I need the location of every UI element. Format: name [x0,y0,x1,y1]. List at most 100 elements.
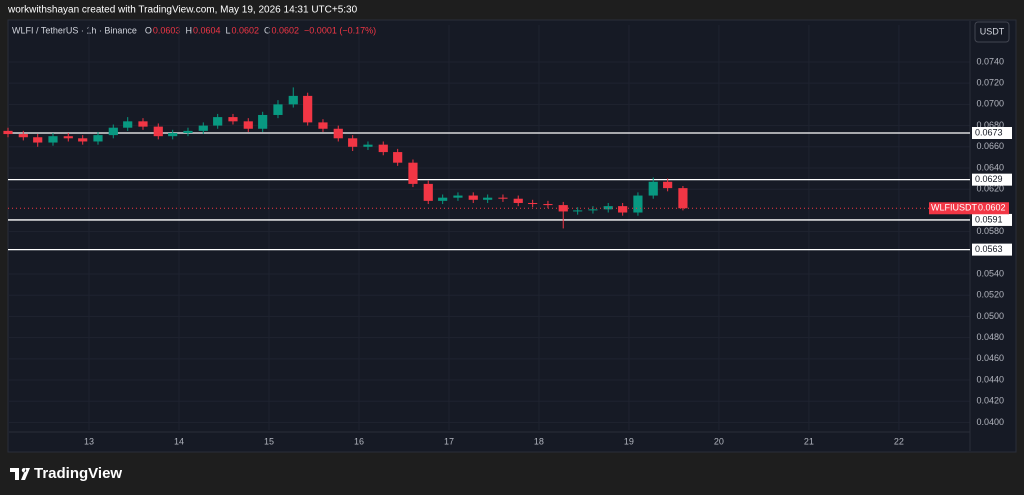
legend-change: −0.0001 (−0.17%) [304,25,376,35]
legend-value: 0.0604 [193,25,221,35]
candle-body [423,183,433,201]
level-label-box [972,243,1012,256]
logo: TradingView [10,465,122,482]
candle-body [108,127,118,136]
candle-body [258,114,268,129]
level-label-box [972,213,1012,226]
candle-body [498,197,508,199]
candle-body [243,121,253,129]
legend-key: O [145,25,152,35]
legend-value: 0.0602 [231,25,259,35]
currency-button[interactable] [974,21,1010,43]
y-tick-label: 0.0520 [976,290,1004,300]
legend-value: 0.0603 [153,25,181,35]
candle-body [348,138,358,147]
last-price-symbol: WLFIUSDT [931,203,978,213]
x-tick-label: 19 [624,436,634,446]
candle-body [438,197,448,201]
candle-body [468,195,478,200]
x-tick-label: 13 [84,436,94,446]
level-label-box [972,126,1012,139]
candle-body [198,125,208,131]
candle-body [123,121,133,128]
y-tick-label: 0.0480 [976,332,1004,342]
candle-body [318,122,328,129]
candle-body [573,210,583,212]
candle-body [228,117,238,122]
candle-body [588,209,598,211]
candle-body [63,136,73,139]
candle-body [168,132,178,137]
y-tick-label: 0.0660 [976,141,1004,151]
y-tick-label: 0.0640 [976,162,1004,172]
candle-body [648,181,658,196]
candle-body [633,195,643,213]
candle-body [663,181,673,189]
symbol: WLFI / TetherUS · 1h · Binance [12,25,137,35]
candle-body [288,95,298,105]
level-label: 0.0673 [975,127,1003,137]
candle-body [78,138,88,142]
legend-key: L [225,25,230,35]
last-price-value: 0.0602 [978,203,1006,213]
x-tick-label: 17 [444,436,454,446]
level-label: 0.0591 [975,214,1003,224]
x-tick-label: 15 [264,436,274,446]
candle-body [363,144,373,147]
candle-body [618,206,628,213]
y-tick-label: 0.0500 [976,311,1004,321]
candle-body [18,134,28,138]
candle-body [3,130,13,135]
candle-body [333,128,343,139]
y-tick-label: 0.0460 [976,353,1004,363]
level-label: 0.0563 [975,244,1003,254]
y-tick-label: 0.0720 [976,78,1004,88]
candle-body [543,204,553,206]
legend-value: 0.0602 [272,25,300,35]
y-tick-label: 0.0580 [976,226,1004,236]
y-tick-label: 0.0420 [976,396,1004,406]
x-tick-label: 22 [894,436,904,446]
y-tick-label: 0.0400 [976,417,1004,427]
currency-label[interactable]: USDT [980,26,1005,36]
candle-body [93,135,103,142]
candle-body [303,95,313,123]
x-tick-label: 14 [174,436,184,446]
candle-body [183,130,193,133]
candle-body [153,126,163,137]
level-label-box [972,173,1012,186]
y-tick-label: 0.0440 [976,374,1004,384]
legend-key: C [264,25,271,35]
x-tick-label: 20 [714,436,724,446]
credit: workwithshayan created with TradingView.… [7,5,358,16]
y-tick-label: 0.0700 [976,99,1004,109]
last-price-box [929,202,1009,215]
candle-body [138,121,148,127]
legend-key: H [185,25,192,35]
candle-body [558,205,568,212]
y-tick-label: 0.0680 [976,120,1004,130]
chart-panel [7,19,1017,453]
candle-body [678,188,688,209]
x-tick-label: 18 [534,436,544,446]
candle-body [453,195,463,198]
candle-body [408,162,418,184]
y-tick-label: 0.0620 [976,184,1004,194]
x-tick-label: 21 [804,436,814,446]
candle-body [393,152,403,163]
candle-body [603,206,613,210]
candle-body [378,144,388,153]
candle-body [213,117,223,126]
candle-body [513,198,523,203]
candle-body [528,202,538,205]
logo-icon [10,468,30,480]
candle-body [33,137,43,143]
candle-body [273,104,283,115]
x-tick-label: 16 [354,436,364,446]
level-label: 0.0629 [975,174,1003,184]
candle-body [48,136,58,143]
y-tick-label: 0.0540 [976,268,1004,278]
candle-body [483,197,493,200]
